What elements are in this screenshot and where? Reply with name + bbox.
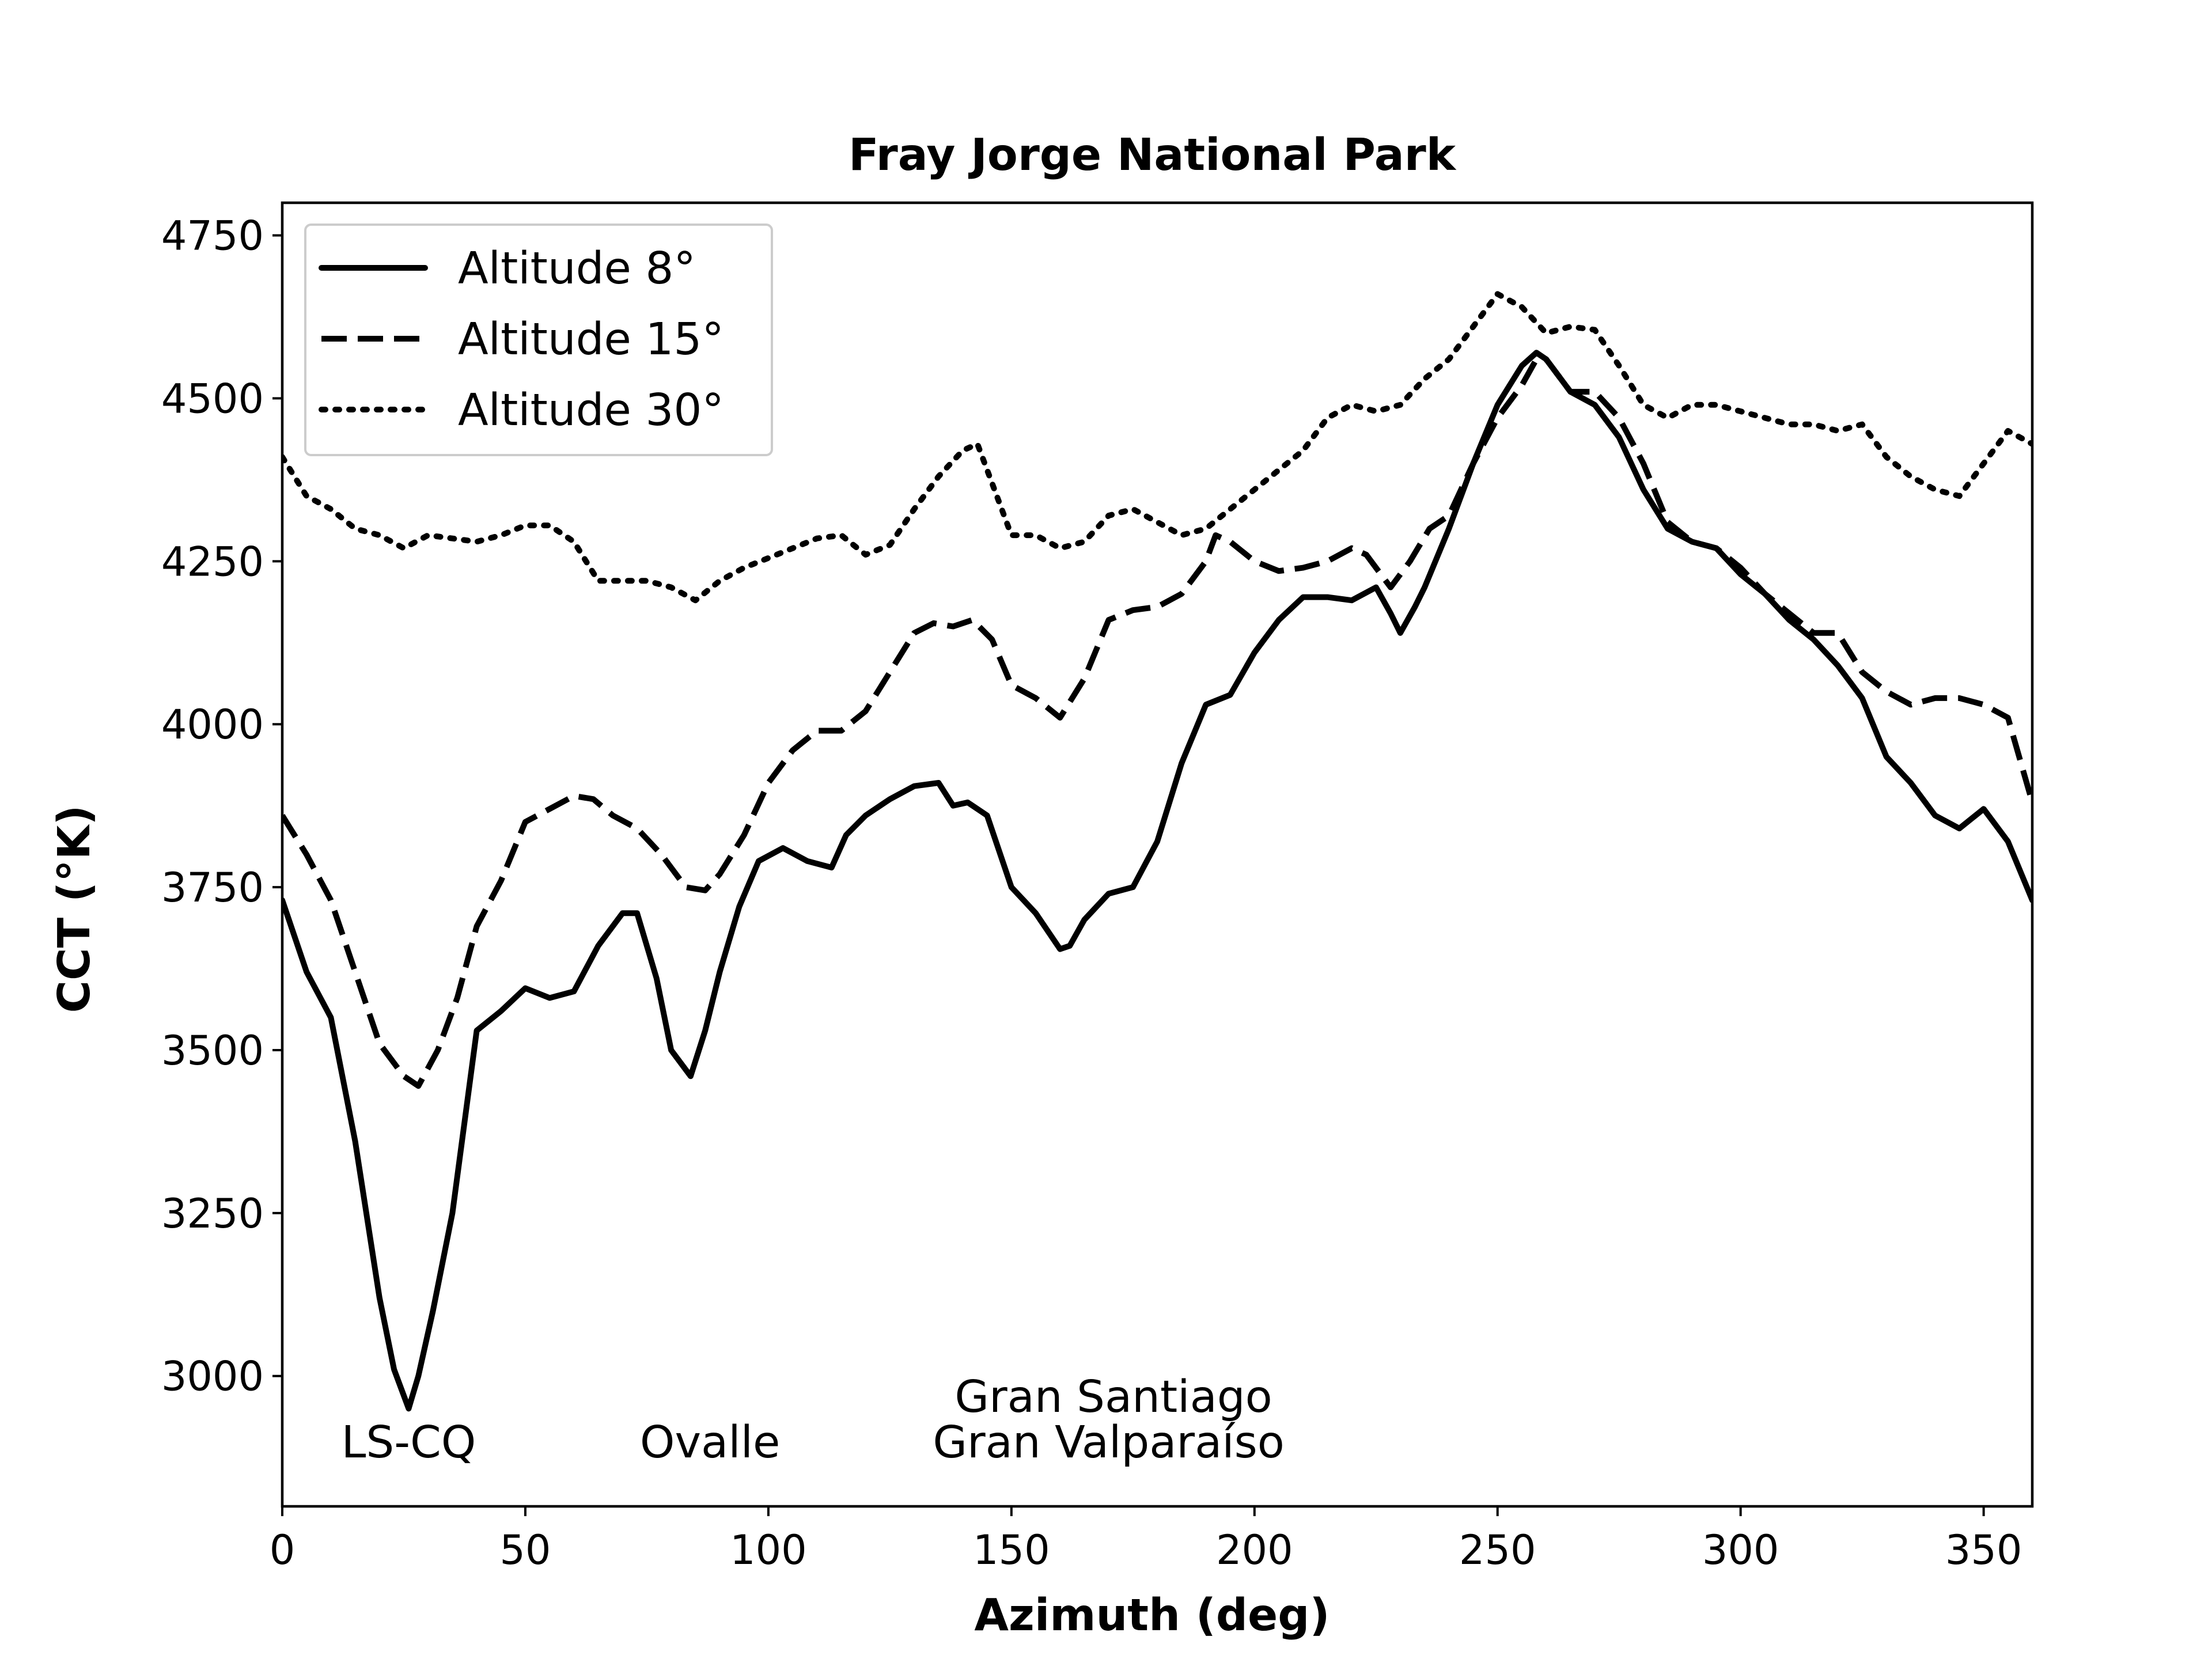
axes-frame (281, 201, 2034, 1508)
chart-title: Fray Jorge National Park (849, 130, 1457, 181)
y-tick-label: 3500 (161, 1027, 264, 1074)
y-tick-label: 3250 (161, 1190, 264, 1237)
x-tick-label: 100 (730, 1527, 807, 1574)
annotation-label: LS-CQ (341, 1417, 476, 1468)
legend-label-2: Altitude 15° (458, 314, 724, 365)
x-tick-label: 0 (270, 1527, 296, 1574)
annotation-label: Gran Santiago (955, 1372, 1272, 1423)
legend-box (304, 224, 773, 456)
x-tick-label: 200 (1216, 1527, 1293, 1574)
legend-label-3: Altitude 30° (458, 385, 724, 436)
x-tick-label: 50 (499, 1527, 551, 1574)
series-line-2 (282, 356, 2032, 1089)
y-tick-label: 3750 (161, 864, 264, 911)
series-line-3 (282, 291, 2032, 604)
annotation-label: Ovalle (640, 1417, 781, 1468)
y-tick-label: 3000 (161, 1353, 264, 1400)
y-tick-label: 4750 (161, 213, 264, 260)
legend: Altitude 8° Altitude 15° Altitude 30° (304, 224, 773, 456)
x-tick-label: 350 (1945, 1527, 2022, 1574)
x-axis-label: Azimuth (deg) (974, 1590, 1330, 1641)
y-tick-label: 4250 (161, 538, 264, 585)
x-tick-label: 150 (973, 1527, 1050, 1574)
plot-area (282, 291, 2032, 1412)
legend-label-1: Altitude 8° (458, 243, 696, 294)
y-tick-label: 4500 (161, 375, 264, 422)
y-tick-label: 4000 (161, 701, 264, 748)
y-axis-label: CCT (°K) (49, 805, 100, 1013)
axis-ticks: 0 50 100 150 200 250 300 350 3000 3250 3500 3750 400… (161, 213, 2022, 1574)
annotation-label: Gran Valparaíso (933, 1417, 1285, 1468)
x-tick-label: 300 (1702, 1527, 1779, 1574)
x-tick-label: 250 (1459, 1527, 1536, 1574)
